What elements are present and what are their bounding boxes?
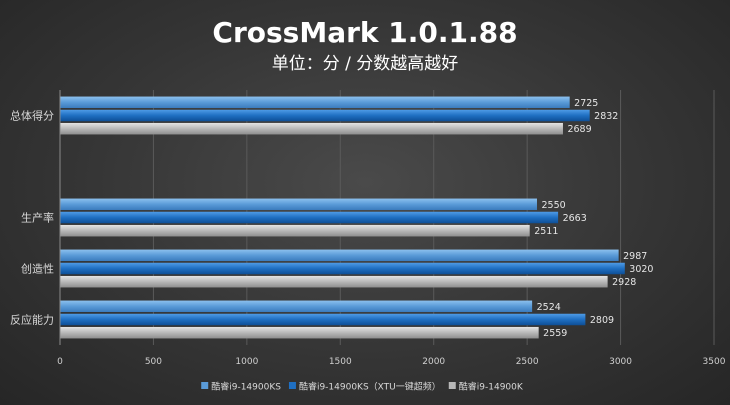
- bar: [60, 96, 570, 109]
- data-label: 2987: [623, 251, 647, 262]
- legend-swatch: [288, 382, 296, 389]
- x-tick-label: 0: [57, 357, 63, 367]
- x-tick-label: 3500: [703, 357, 726, 367]
- category-label: 反应能力: [10, 313, 54, 327]
- bar: [60, 122, 563, 135]
- bar: [60, 326, 539, 339]
- data-label: 2689: [567, 124, 591, 135]
- data-label: 2809: [590, 315, 614, 326]
- data-label: 2832: [594, 111, 618, 122]
- x-tick-label: 2000: [422, 357, 445, 367]
- legend-entry-label: 酷睿i9-14900KS（XTU一键超频）: [299, 381, 441, 393]
- x-tick-label: 2500: [516, 357, 539, 367]
- data-label: 2663: [563, 213, 587, 224]
- category-label: 生产率: [21, 211, 54, 225]
- bar: [60, 211, 559, 224]
- bar: [60, 300, 533, 313]
- legend-swatch: [448, 382, 456, 389]
- chart-subtitle: 单位：分 / 分数越高越好: [272, 54, 459, 74]
- bar: [60, 198, 537, 211]
- chart-title: CrossMark 1.0.1.88: [212, 16, 517, 49]
- bar: [60, 313, 586, 326]
- x-tick-labels: 0 500 1000 1500 2000 2500 3000 3500: [57, 357, 726, 367]
- data-label: 3020: [629, 264, 653, 275]
- data-label: 2559: [543, 328, 567, 339]
- bar: [60, 262, 625, 275]
- category-label: 总体得分: [10, 109, 54, 123]
- x-tick-label: 500: [145, 357, 162, 367]
- data-label: 2524: [537, 302, 561, 313]
- bar: [60, 275, 608, 288]
- legend-swatch: [201, 382, 209, 389]
- data-label: 2550: [541, 200, 565, 211]
- data-label: 2725: [574, 98, 598, 109]
- x-tick-label: 1500: [329, 357, 352, 367]
- data-label: 2928: [612, 277, 636, 288]
- legend-entry-label: 酷睿i9-14900KS: [211, 381, 281, 393]
- data-label: 2511: [534, 226, 558, 237]
- category-label: 创造性: [21, 262, 54, 276]
- legend-entry-label: 酷睿i9-14900K: [459, 381, 524, 393]
- bar: [60, 249, 619, 262]
- x-tick-label: 3000: [609, 357, 632, 367]
- x-tick-label: 1000: [235, 357, 258, 367]
- bar: [60, 109, 590, 122]
- legend: 酷睿i9-14900KS 酷睿i9-14900KS（XTU一键超频） 酷睿i9-14…: [201, 381, 524, 393]
- bar: [60, 224, 530, 237]
